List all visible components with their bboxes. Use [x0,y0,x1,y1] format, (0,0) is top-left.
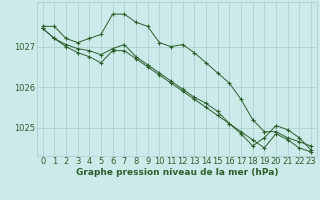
X-axis label: Graphe pression niveau de la mer (hPa): Graphe pression niveau de la mer (hPa) [76,168,278,177]
